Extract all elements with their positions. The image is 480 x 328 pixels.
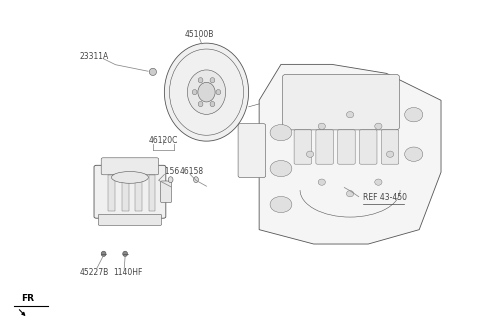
Text: 45227B: 45227B (79, 268, 108, 277)
Text: REF 43-450: REF 43-450 (363, 193, 408, 202)
FancyBboxPatch shape (98, 214, 161, 225)
Ellipse shape (318, 179, 325, 185)
FancyBboxPatch shape (360, 130, 377, 164)
Ellipse shape (193, 177, 198, 183)
FancyBboxPatch shape (294, 130, 312, 164)
Ellipse shape (123, 251, 128, 256)
FancyBboxPatch shape (238, 124, 265, 178)
Text: 1140HF: 1140HF (113, 268, 142, 277)
Ellipse shape (306, 151, 314, 157)
Ellipse shape (318, 123, 325, 130)
Ellipse shape (375, 179, 382, 185)
Ellipse shape (198, 101, 203, 107)
Text: 45100B: 45100B (185, 31, 214, 39)
Ellipse shape (210, 101, 215, 107)
Ellipse shape (210, 78, 215, 83)
Ellipse shape (198, 82, 215, 102)
Ellipse shape (270, 160, 292, 177)
FancyBboxPatch shape (338, 130, 355, 164)
FancyBboxPatch shape (94, 165, 166, 218)
Ellipse shape (187, 70, 226, 114)
Ellipse shape (347, 191, 354, 197)
Ellipse shape (192, 90, 197, 95)
Ellipse shape (405, 147, 423, 161)
Ellipse shape (270, 196, 292, 213)
Bar (149, 175, 156, 211)
FancyBboxPatch shape (161, 181, 171, 203)
Ellipse shape (149, 68, 156, 75)
Ellipse shape (168, 177, 173, 183)
Ellipse shape (216, 90, 221, 95)
Bar (122, 175, 129, 211)
Ellipse shape (198, 78, 203, 83)
Ellipse shape (405, 108, 423, 122)
Ellipse shape (111, 172, 148, 183)
Ellipse shape (164, 43, 249, 141)
Ellipse shape (347, 112, 354, 118)
Bar (135, 175, 142, 211)
Text: 46120C: 46120C (149, 136, 178, 145)
Ellipse shape (270, 125, 292, 141)
Text: 23311A: 23311A (79, 52, 108, 61)
FancyBboxPatch shape (316, 130, 333, 164)
Bar (108, 175, 115, 211)
FancyBboxPatch shape (283, 74, 399, 130)
Ellipse shape (101, 251, 106, 256)
FancyBboxPatch shape (382, 130, 399, 164)
Text: 46158: 46158 (180, 167, 204, 176)
Ellipse shape (375, 123, 382, 130)
Text: FR: FR (21, 295, 34, 303)
Ellipse shape (386, 151, 394, 157)
Polygon shape (259, 64, 441, 244)
FancyBboxPatch shape (101, 158, 158, 175)
Text: 40156: 40156 (155, 167, 180, 176)
